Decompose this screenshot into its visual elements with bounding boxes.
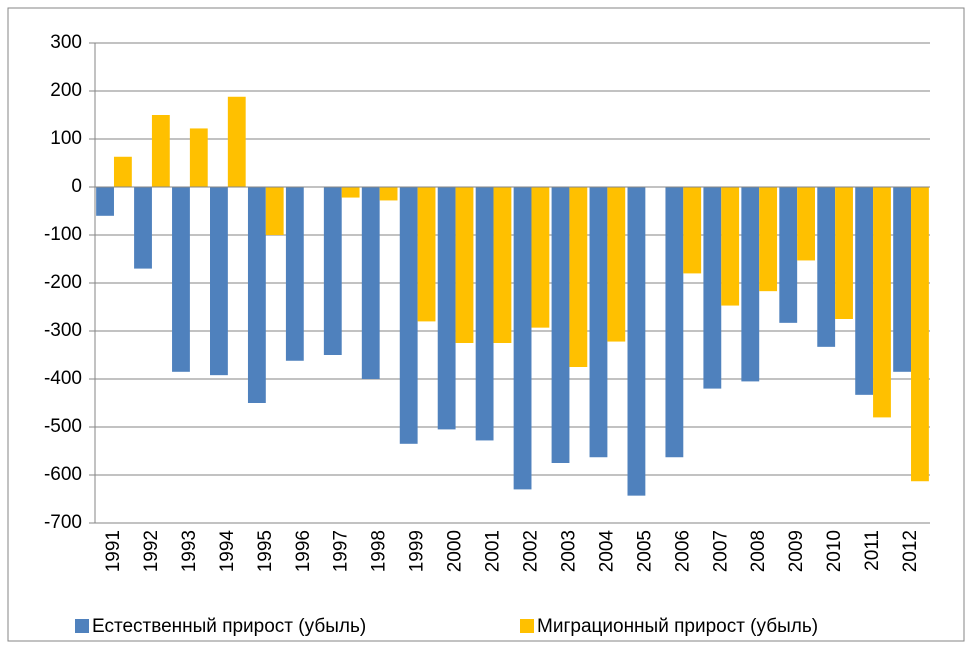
y-tick-label: -400 — [44, 368, 82, 389]
x-tick-label: 1995 — [255, 530, 276, 572]
bar — [531, 187, 550, 328]
x-tick-label: 1997 — [331, 530, 352, 572]
bar — [134, 187, 152, 269]
x-tick-label: 2006 — [672, 530, 693, 572]
y-tick-label: -500 — [44, 416, 82, 437]
bar — [779, 187, 798, 323]
bar — [817, 187, 836, 347]
bar — [379, 187, 398, 201]
x-tick-label: 2008 — [748, 530, 769, 572]
bar — [189, 128, 208, 187]
bar — [210, 187, 228, 376]
legend-label: Миграционный прирост (убыль) — [537, 616, 818, 637]
x-tick-label: 2003 — [558, 530, 579, 572]
legend-swatch — [75, 619, 89, 633]
bar — [227, 96, 246, 187]
bar — [627, 187, 646, 496]
x-tick-label: 2002 — [520, 530, 541, 572]
bar — [873, 187, 891, 418]
bar — [172, 187, 190, 372]
bar — [361, 187, 380, 379]
bar — [589, 187, 608, 458]
x-tick-label: 1994 — [217, 530, 238, 573]
y-tick-label: 100 — [50, 128, 82, 149]
bar — [855, 187, 874, 395]
bar — [265, 187, 284, 235]
bar — [113, 156, 132, 187]
x-tick-label: 2000 — [445, 530, 466, 572]
bar — [911, 187, 929, 482]
bar — [607, 187, 626, 342]
x-tick-label: 1998 — [369, 530, 390, 572]
bar — [247, 187, 266, 403]
bar — [475, 187, 494, 441]
x-tick-label: 2011 — [862, 530, 883, 571]
x-tick-label: 2007 — [710, 530, 731, 572]
bar — [323, 187, 342, 355]
bar — [893, 187, 912, 372]
bar — [455, 187, 474, 343]
bar — [665, 187, 684, 458]
y-tick-label: -200 — [44, 272, 82, 293]
bar — [285, 187, 304, 361]
x-tick-label: 1991 — [103, 530, 124, 572]
x-tick-label: 1992 — [141, 530, 162, 572]
x-tick-label: 2005 — [634, 530, 655, 572]
bar — [797, 187, 815, 261]
x-tick-label: 1999 — [407, 530, 428, 572]
x-tick-label: 2010 — [824, 530, 845, 572]
legend-swatch — [520, 619, 534, 633]
y-tick-label: 0 — [71, 176, 82, 197]
y-tick-label: 200 — [50, 80, 82, 101]
bar — [493, 187, 512, 343]
bar — [437, 187, 456, 430]
y-tick-label: 300 — [50, 32, 82, 53]
y-tick-label: -100 — [44, 224, 82, 245]
bar — [399, 187, 418, 444]
bar — [341, 187, 360, 198]
x-tick-label: 2012 — [900, 530, 921, 572]
bar — [569, 187, 588, 367]
bar — [513, 187, 532, 490]
x-tick-label: 2001 — [483, 530, 504, 572]
bar — [721, 187, 740, 306]
bar — [151, 115, 170, 187]
y-tick-label: -300 — [44, 320, 82, 341]
x-tick-label: 2009 — [786, 530, 807, 572]
bar — [96, 187, 114, 216]
x-tick-label: 1993 — [179, 530, 200, 572]
bar — [683, 187, 702, 274]
x-tick-label: 1996 — [293, 530, 314, 572]
y-tick-label: -700 — [44, 512, 82, 533]
bar — [551, 187, 570, 463]
legend-label: Естественный прирост (убыль) — [92, 616, 366, 637]
y-tick-label: -600 — [44, 464, 82, 485]
bar — [417, 187, 436, 322]
bar — [741, 187, 760, 382]
bar — [835, 187, 853, 319]
bar — [703, 187, 722, 389]
x-tick-label: 2004 — [596, 530, 617, 573]
bar — [759, 187, 778, 292]
